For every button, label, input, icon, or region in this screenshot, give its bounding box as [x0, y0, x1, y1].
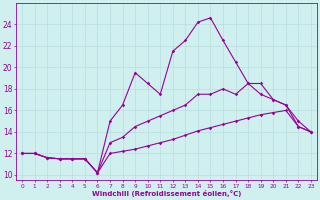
X-axis label: Windchill (Refroidissement éolien,°C): Windchill (Refroidissement éolien,°C) [92, 190, 241, 197]
